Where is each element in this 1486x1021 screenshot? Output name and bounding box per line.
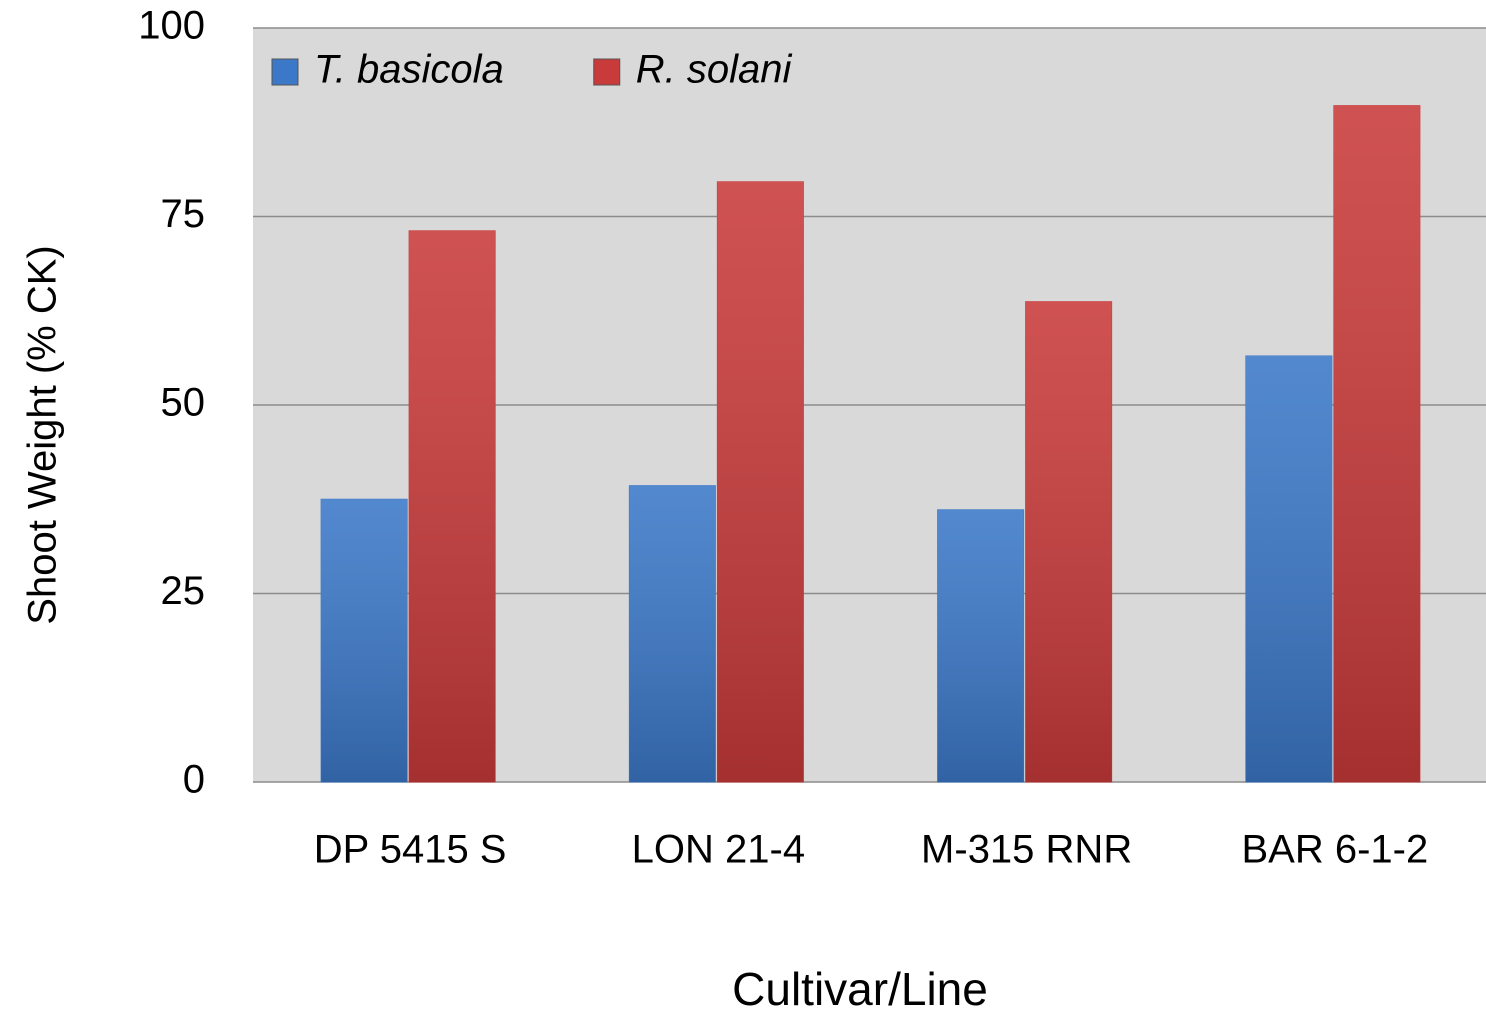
bar [408,230,496,783]
x-tick-label: BAR 6-1-2 [1242,828,1429,872]
x-tick-label: DP 5415 S [314,828,507,872]
bar [320,498,408,783]
y-tick-label: 0 [183,758,205,802]
y-tick-label: 100 [138,4,205,48]
bar [937,509,1025,783]
legend-swatch [593,58,621,86]
bar [628,485,716,783]
x-axis-title: Cultivar/Line [732,963,988,1015]
y-axis-title: Shoot Weight (% CK) [21,245,65,624]
bar [1025,301,1113,783]
legend-label: T. basicola [314,48,504,92]
y-tick-label: 50 [161,381,206,425]
bar [716,181,804,783]
legend-swatch [271,58,299,86]
legend-label: R. solani [636,48,793,92]
y-tick-label: 75 [161,192,206,236]
x-tick-label: LON 21-4 [632,828,805,872]
bar [1245,355,1333,783]
y-tick-label: 25 [161,569,206,613]
x-tick-label: M-315 RNR [921,828,1132,872]
bar [1333,105,1421,783]
